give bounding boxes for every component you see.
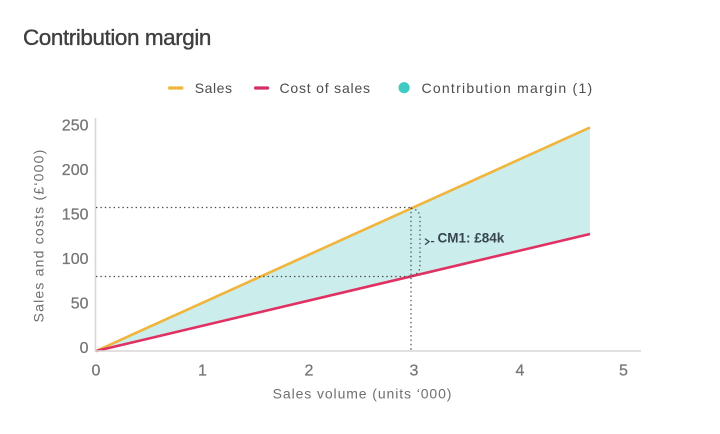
svg-text:Cost of sales: Cost of sales <box>280 80 371 96</box>
svg-text:4: 4 <box>516 362 525 379</box>
svg-text:50: 50 <box>71 296 89 313</box>
svg-text:250: 250 <box>62 118 89 135</box>
svg-text:Sales volume (units ‘000): Sales volume (units ‘000) <box>273 385 453 401</box>
svg-text:Sales and costs (£‘000): Sales and costs (£‘000) <box>31 149 47 323</box>
svg-text:0: 0 <box>80 340 89 357</box>
svg-text:150: 150 <box>62 207 89 224</box>
svg-text:Contribution margin (1): Contribution margin (1) <box>422 80 594 96</box>
svg-text:Contribution margin: Contribution margin <box>23 25 211 50</box>
svg-text:3: 3 <box>410 362 419 379</box>
svg-text:CM1: £84k: CM1: £84k <box>438 231 505 246</box>
svg-text:5: 5 <box>619 362 628 379</box>
svg-text:100: 100 <box>62 251 89 268</box>
svg-text:1: 1 <box>198 362 207 379</box>
svg-text:0: 0 <box>92 362 101 379</box>
svg-text:200: 200 <box>62 162 89 179</box>
svg-text:Sales: Sales <box>195 80 233 96</box>
svg-text:2: 2 <box>305 362 314 379</box>
